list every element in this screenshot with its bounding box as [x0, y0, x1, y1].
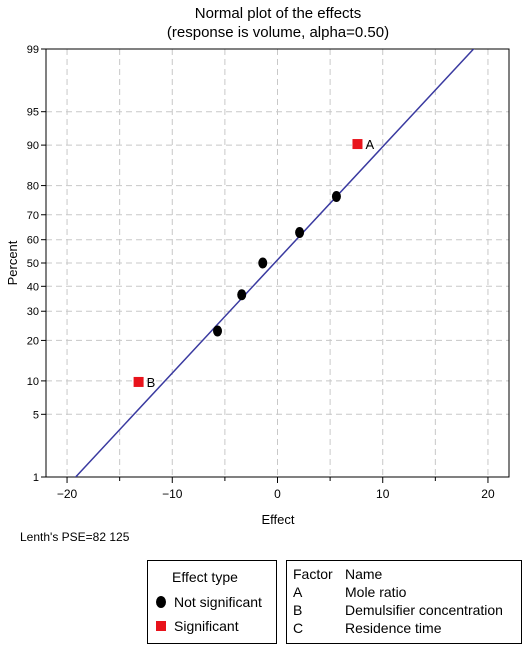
- factor-code: B: [293, 602, 303, 618]
- point-label: B: [147, 375, 156, 390]
- significant-point: [133, 376, 144, 387]
- legend-item-significant: Significant: [154, 618, 239, 634]
- legend-label: Significant: [174, 618, 239, 634]
- y-tick-label: 1: [33, 472, 39, 484]
- factor-row-b: B Demulsifier concentration: [293, 602, 503, 618]
- not-significant-point: [237, 289, 247, 301]
- point-label: A: [365, 137, 374, 152]
- normal-probability-plot: 1 5 10 20 30 40 50 60 70 80 90 95 99 −20 −10 0 10 20 B A Nor…: [5, 5, 510, 544]
- factor-row-c: C Residence time: [293, 620, 442, 636]
- factor-row-a: A Mole ratio: [293, 584, 406, 600]
- y-tick-label: 40: [27, 281, 39, 293]
- y-tick-label: 95: [27, 107, 39, 119]
- legend-item-not-significant: Not significant: [154, 594, 262, 610]
- effect-type-legend: Effect type Not significant Significant: [147, 560, 277, 644]
- y-tick-label: 80: [27, 181, 39, 193]
- fitted-line: [74, 49, 475, 477]
- y-tick-label: 70: [27, 210, 39, 222]
- grid-lines: [46, 49, 509, 477]
- factor-code: A: [293, 584, 303, 600]
- x-tick-label: −20: [57, 487, 78, 501]
- legend-label: Not significant: [174, 594, 262, 610]
- y-axis-label: Percent: [5, 240, 20, 285]
- y-tick-label: 50: [27, 258, 39, 270]
- x-tick-label: −10: [162, 487, 183, 501]
- y-tick-label: 30: [27, 306, 39, 318]
- y-tick-label: 10: [27, 376, 39, 388]
- factor-table-header: Factor Name: [293, 566, 382, 582]
- factor-code: C: [293, 620, 304, 636]
- legend-title: Effect type: [172, 569, 238, 585]
- not-significant-point: [258, 257, 268, 269]
- square-marker-icon: [156, 621, 166, 631]
- significant-point: [352, 139, 363, 150]
- name-header: Name: [345, 566, 383, 582]
- chart-title: Normal plot of the effects: [195, 5, 361, 22]
- lenth-pse-note: Lenth's PSE=82 125: [20, 530, 130, 544]
- y-tick-label: 90: [27, 140, 39, 152]
- x-axis-label: Effect: [261, 512, 294, 527]
- factor-header: Factor: [293, 566, 333, 582]
- y-tick-label: 5: [33, 409, 39, 421]
- factor-name: Residence time: [345, 620, 442, 636]
- not-significant-point: [213, 325, 223, 337]
- x-tick-label: 0: [274, 487, 281, 501]
- y-tick-label: 60: [27, 235, 39, 247]
- y-tick-label: 99: [27, 44, 39, 56]
- factor-table: Factor Name A Mole ratio B Demulsifier c…: [286, 560, 522, 644]
- factor-name: Demulsifier concentration: [345, 602, 503, 618]
- x-tick-label: 20: [481, 487, 495, 501]
- not-significant-point: [331, 191, 341, 203]
- x-tick-label: 10: [376, 487, 390, 501]
- factor-name: Mole ratio: [345, 584, 407, 600]
- y-tick-label: 20: [27, 335, 39, 347]
- circle-marker-icon: [156, 596, 166, 608]
- chart-subtitle: (response is volume, alpha=0.50): [167, 24, 389, 41]
- not-significant-point: [295, 226, 305, 238]
